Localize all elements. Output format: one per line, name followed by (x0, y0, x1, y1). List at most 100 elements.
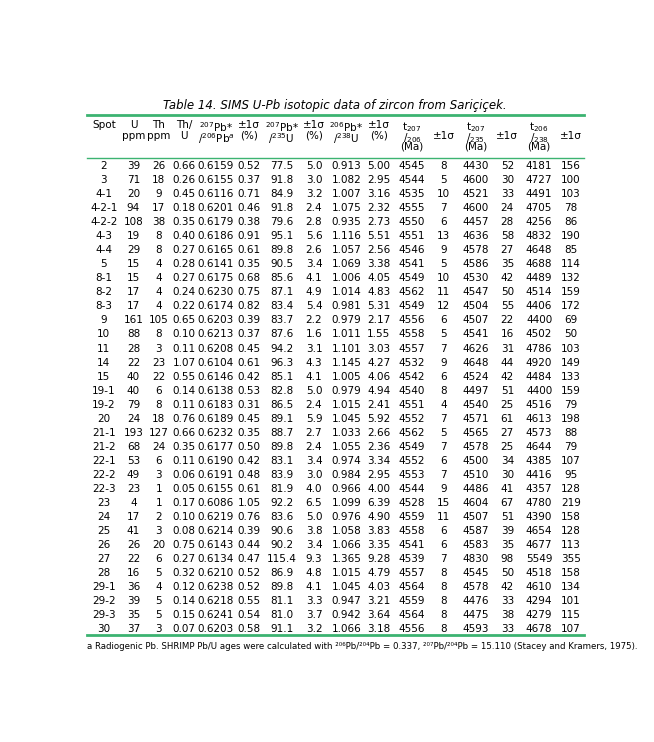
Text: 1.145: 1.145 (332, 358, 362, 367)
Text: 83.9: 83.9 (270, 470, 293, 480)
Text: 4541: 4541 (462, 329, 489, 340)
Text: 8-1: 8-1 (95, 273, 112, 283)
Text: 3.35: 3.35 (368, 540, 390, 550)
Text: 95: 95 (564, 470, 577, 480)
Text: 172: 172 (561, 301, 581, 312)
Text: 0.6191: 0.6191 (198, 470, 234, 480)
Text: 1.011: 1.011 (332, 329, 362, 340)
Text: 9: 9 (101, 315, 107, 326)
Text: 3.4: 3.4 (305, 259, 322, 269)
Text: 2.95: 2.95 (368, 175, 390, 185)
Text: 101: 101 (561, 597, 581, 606)
Text: 0.11: 0.11 (173, 400, 196, 410)
Text: 0.976: 0.976 (332, 512, 362, 522)
Text: 4457: 4457 (462, 217, 489, 227)
Text: 5549: 5549 (526, 554, 553, 564)
Text: 0.42: 0.42 (237, 372, 261, 381)
Text: 0.27: 0.27 (173, 554, 196, 564)
Text: /$_{238}$: /$_{238}$ (530, 131, 549, 145)
Text: 81.0: 81.0 (270, 610, 293, 620)
Text: 94: 94 (127, 203, 140, 213)
Text: 26: 26 (127, 540, 140, 550)
Text: /$^{235}$U: /$^{235}$U (268, 131, 295, 145)
Text: 4830: 4830 (462, 554, 489, 564)
Text: 82.8: 82.8 (270, 386, 293, 395)
Text: 3.4: 3.4 (305, 456, 322, 466)
Text: 0.54: 0.54 (237, 610, 261, 620)
Text: 4-2-1: 4-2-1 (90, 203, 118, 213)
Text: 4-1: 4-1 (95, 189, 112, 199)
Text: 40: 40 (127, 372, 140, 381)
Text: 26: 26 (97, 540, 111, 550)
Text: 4279: 4279 (526, 610, 553, 620)
Text: 107: 107 (561, 624, 581, 634)
Text: 5: 5 (441, 175, 447, 185)
Text: 19-2: 19-2 (92, 400, 116, 410)
Text: 4.00: 4.00 (368, 484, 390, 494)
Text: 4587: 4587 (462, 526, 489, 536)
Text: 81.9: 81.9 (270, 484, 293, 494)
Text: 35: 35 (127, 610, 140, 620)
Text: 30: 30 (501, 470, 514, 480)
Text: (%): (%) (305, 131, 323, 141)
Text: 50: 50 (501, 287, 514, 298)
Text: 0.6190: 0.6190 (198, 456, 234, 466)
Text: 92.2: 92.2 (270, 498, 293, 508)
Text: 0.6189: 0.6189 (198, 414, 234, 424)
Text: 4677: 4677 (526, 540, 553, 550)
Text: 0.10: 0.10 (173, 329, 196, 340)
Text: 4510: 4510 (462, 470, 489, 480)
Text: 0.76: 0.76 (237, 512, 261, 522)
Text: 0.31: 0.31 (237, 400, 261, 410)
Text: 156: 156 (561, 161, 581, 171)
Text: 42: 42 (501, 372, 514, 381)
Text: 5.4: 5.4 (305, 301, 322, 312)
Text: 89.8: 89.8 (270, 246, 293, 255)
Text: 25: 25 (97, 526, 111, 536)
Text: 3.4: 3.4 (305, 540, 322, 550)
Text: 7: 7 (441, 554, 447, 564)
Text: 0.6146: 0.6146 (198, 372, 234, 381)
Text: 2.95: 2.95 (368, 470, 390, 480)
Text: 90.2: 90.2 (270, 540, 293, 550)
Text: 6: 6 (441, 315, 447, 326)
Text: ±1σ: ±1σ (368, 120, 390, 131)
Text: 0.6208: 0.6208 (198, 344, 234, 353)
Text: 4.1: 4.1 (305, 372, 322, 381)
Text: 29-1: 29-1 (92, 582, 116, 592)
Text: 0.50: 0.50 (237, 441, 260, 452)
Text: Th/: Th/ (176, 120, 192, 131)
Text: 4558: 4558 (399, 329, 425, 340)
Text: 0.55: 0.55 (237, 597, 261, 606)
Text: 4.94: 4.94 (368, 386, 390, 395)
Text: 4564: 4564 (399, 610, 425, 620)
Text: 17: 17 (127, 301, 140, 312)
Text: 4521: 4521 (462, 189, 489, 199)
Text: 27: 27 (501, 427, 514, 438)
Text: 9: 9 (156, 189, 162, 199)
Text: 24: 24 (97, 512, 111, 522)
Text: 22: 22 (501, 315, 514, 326)
Text: 4497: 4497 (462, 386, 489, 395)
Text: 0.47: 0.47 (237, 554, 261, 564)
Text: 5: 5 (441, 329, 447, 340)
Text: 5: 5 (156, 610, 162, 620)
Text: 23: 23 (152, 358, 165, 367)
Text: 3.83: 3.83 (368, 526, 390, 536)
Text: 4507: 4507 (462, 315, 489, 326)
Text: 86.5: 86.5 (270, 400, 293, 410)
Text: 4549: 4549 (399, 273, 425, 283)
Text: 4552: 4552 (399, 414, 425, 424)
Text: 0.39: 0.39 (237, 526, 261, 536)
Text: 3: 3 (156, 344, 162, 353)
Text: 1.069: 1.069 (332, 259, 362, 269)
Text: 0.6155: 0.6155 (198, 175, 234, 185)
Text: 4507: 4507 (462, 512, 489, 522)
Text: 4727: 4727 (526, 175, 553, 185)
Text: 1.015: 1.015 (332, 400, 362, 410)
Text: ±1σ: ±1σ (238, 120, 260, 131)
Text: 1.101: 1.101 (332, 344, 362, 353)
Text: 4.05: 4.05 (368, 273, 390, 283)
Text: 4558: 4558 (399, 526, 425, 536)
Text: 5.0: 5.0 (306, 512, 322, 522)
